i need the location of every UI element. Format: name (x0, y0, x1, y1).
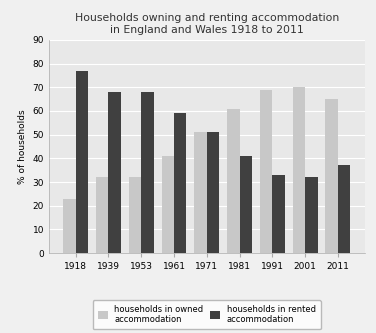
Bar (272, 175, 285, 253)
Bar (227, 109, 240, 253)
Bar (260, 90, 272, 253)
Y-axis label: % of households: % of households (18, 109, 27, 184)
Bar (63, 198, 76, 253)
Bar (207, 132, 219, 253)
Bar (194, 132, 207, 253)
Bar (108, 92, 121, 253)
Bar (305, 177, 318, 253)
Bar (293, 87, 305, 253)
Bar (96, 177, 108, 253)
Title: Households owning and renting accommodation
in England and Wales 1918 to 2011: Households owning and renting accommodat… (75, 13, 339, 35)
Bar (338, 166, 350, 253)
Bar (240, 156, 252, 253)
Bar (129, 177, 141, 253)
Bar (326, 99, 338, 253)
Bar (76, 71, 88, 253)
Bar (174, 113, 186, 253)
Bar (141, 92, 154, 253)
Bar (162, 156, 174, 253)
Legend: households in owned
accommodation, households in rented
accommodation: households in owned accommodation, house… (93, 300, 321, 329)
